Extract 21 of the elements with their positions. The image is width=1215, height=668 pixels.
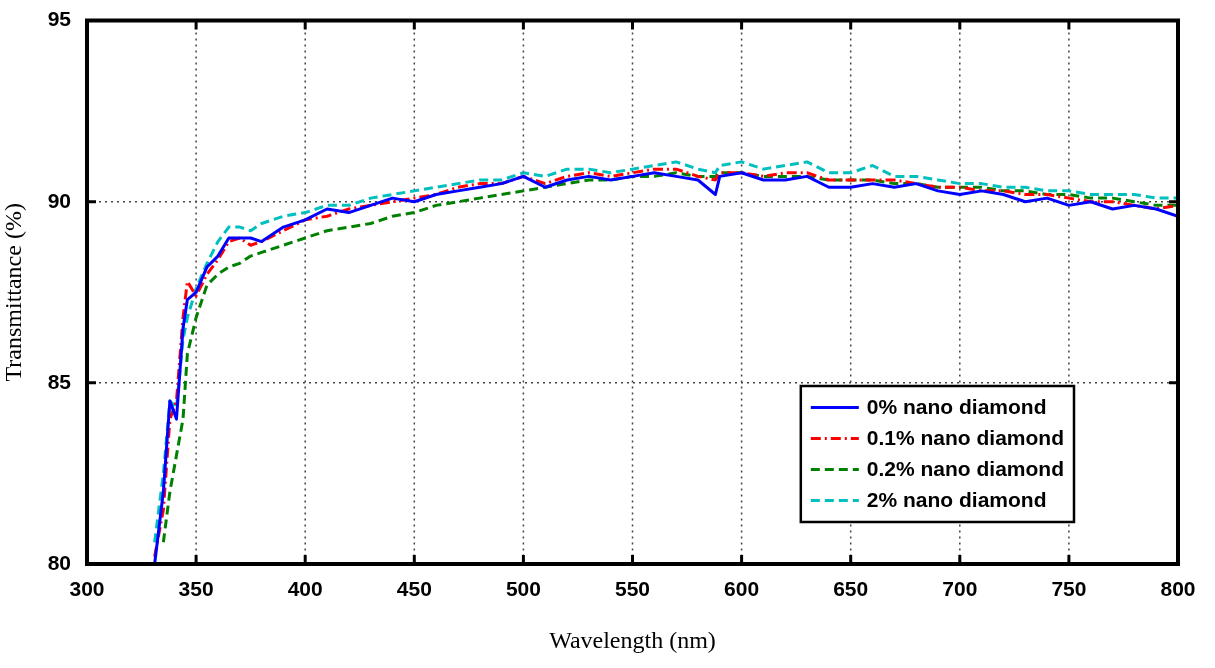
x-axis-title: Wavelength (nm) [549,626,716,653]
legend-label: 0.1% nano diamond [866,426,1065,450]
legend-label: 0% nano diamond [866,395,1047,419]
x-tick-label: 600 [724,577,760,601]
y-tick-label: 95 [47,7,72,31]
x-tick-label: 350 [178,577,214,601]
x-tick-label: 550 [614,577,651,601]
x-tick-label: 400 [287,577,323,601]
y-axis-title: Transmittance (%) [0,203,26,382]
x-tick-label: 500 [505,577,541,601]
legend-label: 2% nano diamond [866,488,1047,512]
x-tick-label: 800 [1160,577,1196,601]
y-tick-label: 80 [47,550,71,574]
x-tick-label: 650 [833,577,869,601]
x-tick-label: 700 [942,577,978,601]
x-tick-label: 750 [1051,577,1087,601]
legend-label: 0.2% nano diamond [866,457,1065,481]
x-tick-label: 300 [69,577,105,601]
y-tick-label: 85 [47,369,72,393]
x-tick-label: 450 [396,577,432,601]
y-tick-label: 90 [47,188,71,212]
